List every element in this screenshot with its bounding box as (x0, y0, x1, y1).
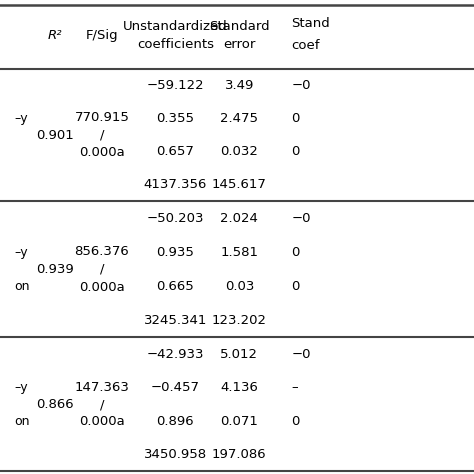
Text: /: / (100, 128, 104, 142)
Text: 0.901: 0.901 (36, 128, 73, 142)
Text: Unstandardized
coefficients: Unstandardized coefficients (123, 20, 228, 51)
Text: –y: –y (14, 246, 28, 259)
Text: –y: –y (14, 112, 28, 125)
Text: 2.024: 2.024 (220, 212, 258, 225)
Text: coef: coef (292, 38, 320, 52)
Text: 145.617: 145.617 (212, 178, 267, 191)
Text: 0.000a: 0.000a (79, 146, 125, 159)
Text: −50.203: −50.203 (146, 212, 204, 225)
Text: 4137.356: 4137.356 (144, 178, 207, 191)
Text: 0.032: 0.032 (220, 145, 258, 158)
Text: 147.363: 147.363 (74, 381, 129, 393)
Text: 0.03: 0.03 (225, 280, 254, 293)
Text: –: – (292, 381, 298, 394)
Text: 0: 0 (292, 415, 300, 428)
Text: 0.896: 0.896 (156, 415, 194, 428)
Text: −0: −0 (292, 348, 311, 361)
Text: −0: −0 (292, 212, 311, 225)
Text: 197.086: 197.086 (212, 448, 267, 461)
Text: 0: 0 (292, 246, 300, 259)
Text: 0.071: 0.071 (220, 415, 258, 428)
Text: −42.933: −42.933 (146, 348, 204, 361)
Text: 0.000a: 0.000a (79, 281, 125, 294)
Text: −0.457: −0.457 (151, 381, 200, 394)
Text: on: on (14, 280, 30, 293)
Text: 1.581: 1.581 (220, 246, 258, 259)
Text: 0.657: 0.657 (156, 145, 194, 158)
Text: /: / (100, 263, 104, 276)
Text: /: / (100, 398, 104, 411)
Text: 0: 0 (292, 145, 300, 158)
Text: 123.202: 123.202 (212, 314, 267, 327)
Text: on: on (14, 415, 30, 428)
Text: Standard
error: Standard error (209, 20, 270, 51)
Text: 2.475: 2.475 (220, 112, 258, 125)
Text: 3.49: 3.49 (225, 79, 254, 92)
Text: 4.136: 4.136 (220, 381, 258, 394)
Text: 5.012: 5.012 (220, 348, 258, 361)
Text: 770.915: 770.915 (74, 111, 129, 124)
Text: R²: R² (47, 29, 62, 42)
Text: 0.665: 0.665 (156, 280, 194, 293)
Text: 3245.341: 3245.341 (144, 314, 207, 327)
Text: 0.935: 0.935 (156, 246, 194, 259)
Text: 0.866: 0.866 (36, 398, 73, 411)
Text: –y: –y (14, 381, 28, 394)
Text: F/Sig: F/Sig (86, 29, 118, 42)
Text: 0.000a: 0.000a (79, 416, 125, 428)
Text: −0: −0 (292, 79, 311, 92)
Text: −59.122: −59.122 (146, 79, 204, 92)
Text: 0: 0 (292, 112, 300, 125)
Text: 856.376: 856.376 (74, 245, 129, 258)
Text: 0.939: 0.939 (36, 263, 73, 276)
Text: 0: 0 (292, 280, 300, 293)
Text: 3450.958: 3450.958 (144, 448, 207, 461)
Text: 0.355: 0.355 (156, 112, 194, 125)
Text: Stand: Stand (292, 17, 330, 30)
